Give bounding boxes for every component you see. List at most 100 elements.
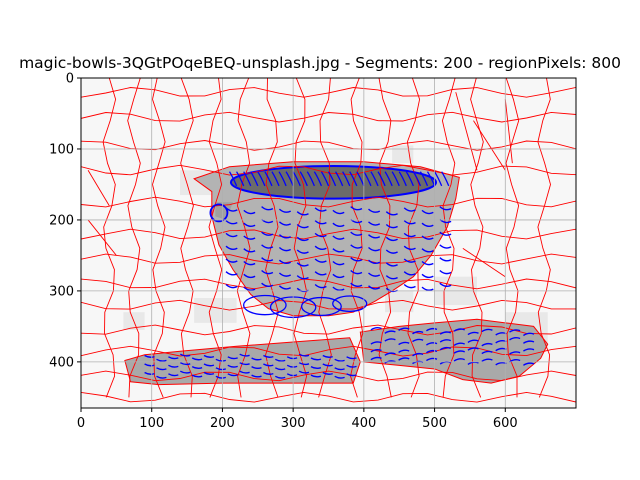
saucer-left-contour [298, 362, 310, 366]
saucer-right-contour [426, 349, 438, 354]
bowl-contour [385, 236, 398, 242]
saucer-left-contour [179, 370, 191, 374]
bowl-contour [439, 257, 452, 262]
saucer-right-contour [384, 338, 396, 342]
segment-boundary [87, 219, 117, 256]
saucer-right-contour [523, 348, 535, 352]
bowl-contour [385, 249, 398, 254]
saucer-left-contour [168, 356, 179, 360]
saucer-right-contour [384, 352, 396, 356]
segment-boundary [180, 78, 194, 398]
bowl-region [193, 161, 460, 317]
x-tick-label: 0 [77, 416, 85, 431]
saucer-left-contour [215, 367, 227, 371]
chart-title: magic-bowls-3QGtPOqeBEQ-unsplash.jpg - S… [19, 54, 621, 72]
saucer-left-contour [298, 353, 310, 357]
segment-boundary [81, 228, 576, 240]
saucer-right-contour [481, 342, 493, 347]
rim-contour [243, 171, 252, 187]
segment-boundary [102, 78, 117, 398]
rim-contour [441, 171, 450, 187]
saucer-left-contour [263, 354, 274, 358]
bowl-contour [296, 223, 309, 229]
segment-boundary [208, 78, 223, 398]
bowl-contour [368, 259, 381, 265]
grid-lines [81, 78, 576, 408]
rim-contour [306, 171, 315, 187]
bowl-contour [243, 248, 256, 253]
saucer-right-contour [453, 342, 465, 346]
segment-boundary [81, 278, 576, 290]
saucer-right-contour [412, 338, 424, 343]
bowl-contour [439, 206, 452, 211]
saucer-right-contour [467, 361, 479, 365]
saucer-left-contour [168, 373, 179, 377]
saucer-right-contour [398, 357, 410, 361]
rim-contour [228, 171, 238, 187]
rim-contour [250, 171, 259, 187]
rim-contour [257, 171, 266, 187]
saucer-left-contour [263, 363, 274, 367]
bowl-contour [439, 231, 452, 236]
rim-contour [363, 171, 372, 187]
saucer-right-contour [453, 358, 465, 362]
segment-boundary [81, 196, 576, 208]
saucer-right-contour [467, 339, 479, 343]
saucer-right-contour [398, 349, 410, 353]
bowl-contour [243, 209, 256, 215]
bowl-contour [332, 235, 345, 240]
bowl-contour [296, 262, 309, 267]
saucer-left-contour [286, 356, 298, 360]
bowl-contour [261, 269, 274, 275]
saucer-left-contour [251, 374, 262, 378]
saucer-left-contour [168, 364, 179, 368]
saucer-left-contour [274, 375, 286, 379]
bowl-contour [385, 211, 398, 216]
saucer-left-contour [227, 373, 238, 377]
bowl-contour [243, 235, 256, 240]
bowl-contour [368, 272, 381, 277]
saucer-left-contour [334, 367, 345, 371]
y-tick-label: 100 [49, 142, 74, 157]
rim-contour [349, 171, 358, 187]
segment-boundary [81, 253, 576, 265]
saucer-left-contour [156, 367, 167, 371]
swirl-contour [332, 295, 368, 312]
segment-boundary [87, 170, 110, 206]
segment-boundary [378, 78, 392, 398]
segment-boundary [406, 78, 421, 398]
rim-contour [327, 171, 337, 187]
bowl-contour [350, 269, 363, 275]
segment-boundary [81, 111, 576, 123]
segment-boundary [81, 324, 576, 336]
bowl-contour [278, 234, 292, 239]
saucer-left-contour [346, 364, 357, 368]
bowl-contour [243, 286, 256, 291]
rim-contour [292, 171, 301, 187]
bowl-contour [350, 282, 363, 288]
saucer-right-contour [384, 360, 396, 364]
bowl-contour [368, 246, 381, 252]
saucer-right-contour [481, 328, 493, 333]
y-tick-label: 400 [49, 355, 74, 370]
saucer-right-contour [370, 349, 382, 353]
rim-contour [236, 171, 245, 187]
rim-contour [342, 171, 351, 187]
saucer-right-contour [509, 359, 521, 363]
segment-boundary [462, 247, 506, 278]
bowl-shadow [215, 202, 234, 220]
saucer-left-contour [144, 354, 155, 358]
saucer-left-contour [334, 358, 345, 362]
rim-contour [356, 171, 365, 187]
bowl-contour [314, 245, 327, 251]
segment-boundary [441, 78, 456, 398]
segment-boundary [504, 99, 513, 164]
saucer-left-contour [251, 365, 262, 370]
bowl-contour [314, 232, 327, 238]
saucer-right-contour [426, 357, 438, 362]
bowl-contour [296, 236, 309, 242]
segment-boundary [318, 78, 332, 398]
bowl-contour [225, 271, 238, 276]
rim-contour [320, 171, 330, 187]
